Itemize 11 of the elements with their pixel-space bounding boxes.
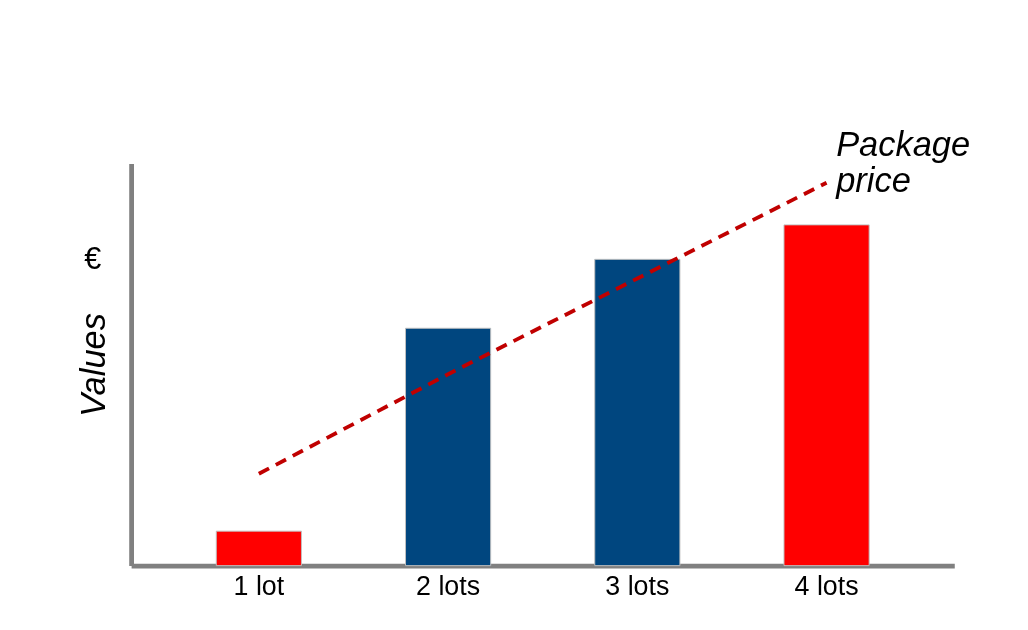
bar: [783, 224, 870, 567]
bar: [405, 327, 492, 567]
x-tick-label: 3 lots: [605, 570, 670, 601]
bar: [594, 258, 681, 567]
x-tick-label: 2 lots: [416, 570, 481, 601]
text: €: [84, 240, 102, 275]
bar: [215, 530, 302, 567]
y-axis-title: Values: [73, 313, 112, 418]
x-tick-label: 4 lots: [794, 570, 859, 601]
x-tick-label: 1 lot: [233, 570, 285, 601]
series-label: Package price: [835, 124, 971, 200]
